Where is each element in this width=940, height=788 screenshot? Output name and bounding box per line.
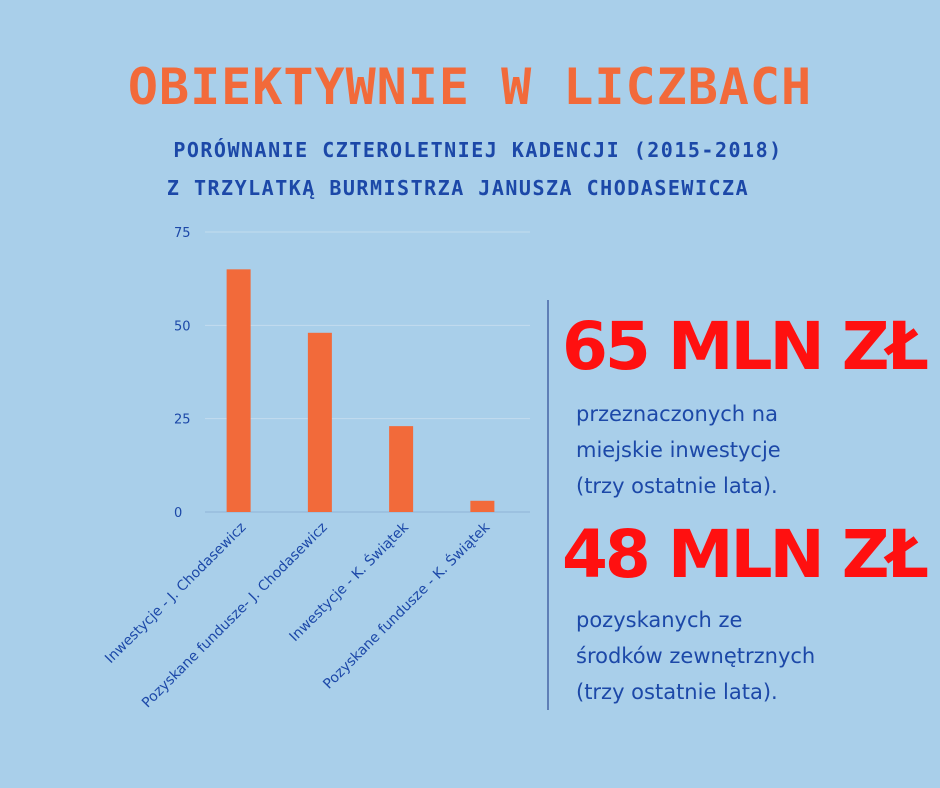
x-tick-label: Pozyskane fundusze - K. Świątek bbox=[319, 517, 494, 692]
subtitle-line-2: Z TRZYLATKĄ BURMISTRZA JANUSZA CHODASEWI… bbox=[166, 176, 750, 200]
bar bbox=[226, 269, 251, 512]
bar bbox=[470, 500, 495, 512]
bar bbox=[307, 332, 332, 512]
x-tick-label: Pozyskane fundusze- J. Chodasewicz bbox=[139, 520, 331, 712]
vertical-divider bbox=[547, 300, 549, 710]
subtitle-line-1: PORÓWNANIE CZTEROLETNIEJ KADENCJI (2015-… bbox=[173, 138, 783, 162]
x-tick-label: Inwestycje - J. Chodasewicz bbox=[102, 520, 249, 667]
stat-description-line: (trzy ostatnie lata). bbox=[576, 474, 778, 498]
stat-description-funds: pozyskanych ze środków zewnętrznych (trz… bbox=[576, 602, 916, 710]
y-tick-label: 50 bbox=[174, 319, 191, 334]
stat-description-line: miejskie inwestycje bbox=[576, 438, 781, 462]
y-tick-label: 25 bbox=[174, 413, 191, 428]
bar bbox=[389, 426, 414, 512]
stat-description-line: (trzy ostatnie lata). bbox=[576, 680, 778, 704]
stat-description-line: pozyskanych ze bbox=[576, 608, 743, 632]
y-tick-label: 0 bbox=[174, 506, 182, 521]
stat-description-line: przeznaczonych na bbox=[576, 402, 778, 426]
stat-value-funds: 48 MLN ZŁ bbox=[562, 516, 929, 593]
page-title: OBIEKTYWNIE W LICZBACH bbox=[127, 58, 813, 116]
stat-description-investments: przeznaczonych na miejskie inwestycje (t… bbox=[576, 396, 916, 504]
stat-description-line: środków zewnętrznych bbox=[576, 644, 816, 668]
y-tick-label: 75 bbox=[174, 226, 191, 241]
stat-value-investments: 65 MLN ZŁ bbox=[562, 308, 929, 385]
